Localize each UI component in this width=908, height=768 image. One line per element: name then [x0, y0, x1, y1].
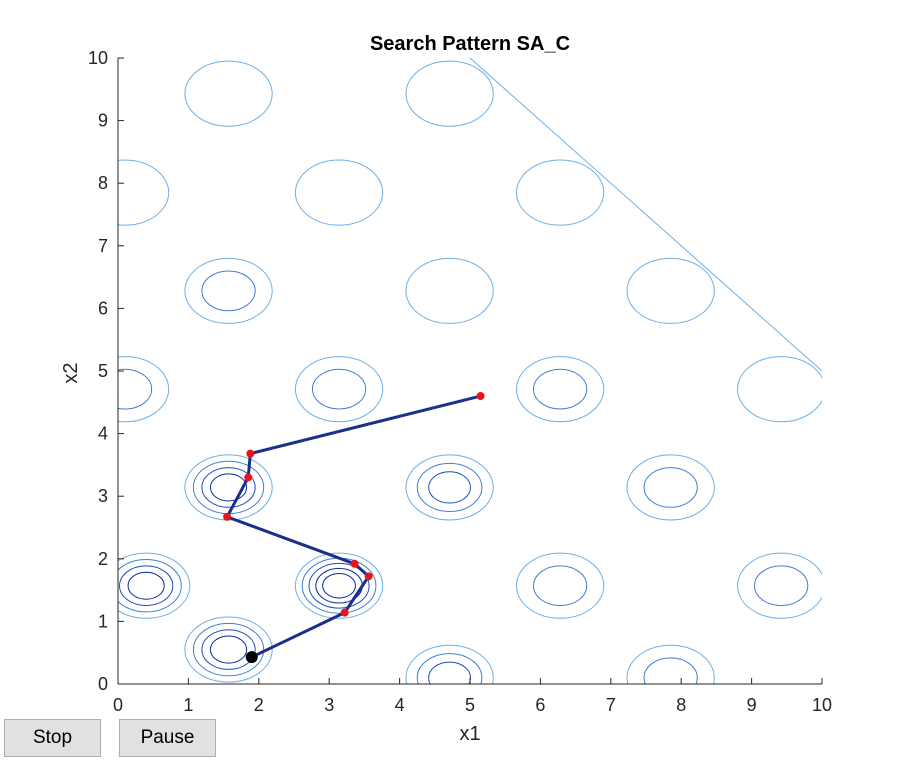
- x-tick-label: 7: [606, 695, 616, 715]
- contour-ring: [626, 454, 715, 521]
- y-tick-label: 10: [88, 48, 108, 68]
- contour-ring: [192, 460, 265, 515]
- constraint-contour-line: [469, 58, 822, 372]
- contour-ring: [209, 635, 248, 664]
- y-axis-label: x2: [60, 362, 82, 383]
- contour-ring: [118, 159, 170, 226]
- contour-ring: [192, 622, 265, 677]
- search-point: [340, 608, 349, 617]
- contour-ring: [294, 356, 384, 423]
- y-tick-label: 3: [98, 486, 108, 506]
- pause-button[interactable]: Pause: [119, 719, 216, 757]
- axes: 0 1 2 3 4 5 6 7 8 9 10 0 1 2 3 4 5 6 7 8 9 10: [88, 48, 832, 715]
- y-tick-label: 0: [98, 674, 108, 694]
- contour-ring: [201, 270, 256, 312]
- contour-ring: [127, 571, 165, 600]
- contour-ring: [294, 159, 384, 226]
- contour-ring: [515, 159, 605, 226]
- y-tick-label: 1: [98, 611, 108, 631]
- x-tick-label: 6: [535, 695, 545, 715]
- x-axis-label: x1: [459, 723, 480, 745]
- contour-ring: [626, 257, 715, 324]
- y-tick-label: 6: [98, 298, 108, 318]
- search-point: [364, 572, 373, 581]
- search-point: [350, 559, 359, 568]
- contour-ring: [737, 356, 822, 423]
- contour-ring: [416, 462, 483, 513]
- contour-ring: [532, 565, 588, 607]
- y-tick-label: 2: [98, 549, 108, 569]
- contour-ring: [405, 644, 494, 684]
- contour-ring: [643, 467, 698, 508]
- search-point: [244, 473, 253, 482]
- search-point: [476, 392, 485, 401]
- x-tick-label: 5: [465, 695, 475, 715]
- y-tick-label: 9: [98, 111, 108, 131]
- contour-ring: [184, 454, 273, 521]
- contour-ring: [416, 653, 483, 684]
- contour-group: [118, 58, 822, 684]
- stop-button[interactable]: Stop: [4, 719, 101, 757]
- contour-ring: [311, 368, 367, 410]
- x-tick-label: 9: [747, 695, 757, 715]
- x-tick-label: 2: [254, 695, 264, 715]
- contour-ring: [118, 559, 182, 613]
- x-tick-label: 8: [676, 695, 686, 715]
- search-point: [223, 512, 232, 521]
- contour-ring: [301, 557, 377, 614]
- contour-ring: [118, 368, 153, 410]
- x-tick-label: 1: [183, 695, 193, 715]
- contour-ring: [515, 552, 605, 619]
- search-path-line: [225, 394, 481, 659]
- contour-ring: [405, 60, 494, 127]
- contour-plot: [118, 58, 822, 684]
- contour-ring: [428, 471, 472, 504]
- contour-ring: [737, 552, 822, 619]
- contour-ring: [643, 657, 698, 684]
- y-tick-label: 4: [98, 424, 108, 444]
- x-tick-label: 3: [324, 695, 334, 715]
- contour-ring: [201, 467, 256, 508]
- contour-ring: [201, 629, 256, 670]
- y-tick-label: 8: [98, 173, 108, 193]
- x-tick-label: 4: [395, 695, 405, 715]
- contour-ring: [184, 616, 273, 683]
- y-tick-label: 5: [98, 361, 108, 381]
- contour-ring: [626, 644, 715, 684]
- x-tick-label: 10: [812, 695, 832, 715]
- search-path: [223, 392, 485, 664]
- search-point: [246, 449, 255, 458]
- current-point-marker: [245, 651, 258, 664]
- contour-ring: [294, 552, 384, 619]
- contour-ring: [322, 572, 356, 599]
- contour-ring: [308, 562, 370, 609]
- contour-ring: [184, 60, 273, 127]
- contour-ring: [118, 356, 170, 423]
- contour-ring: [184, 257, 273, 324]
- contour-ring: [405, 257, 494, 324]
- contour-ring: [754, 565, 809, 607]
- contour-ring: [118, 552, 191, 619]
- y-tick-label: 7: [98, 236, 108, 256]
- contour-ring: [405, 454, 494, 521]
- contour-ring: [515, 356, 605, 423]
- contour-ring: [209, 473, 248, 502]
- contour-ring: [532, 368, 588, 410]
- x-tick-label: 0: [113, 695, 123, 715]
- contour-ring: [428, 661, 472, 684]
- chart-title: Search Pattern SA_C: [370, 33, 570, 55]
- contour-ring: [119, 565, 174, 607]
